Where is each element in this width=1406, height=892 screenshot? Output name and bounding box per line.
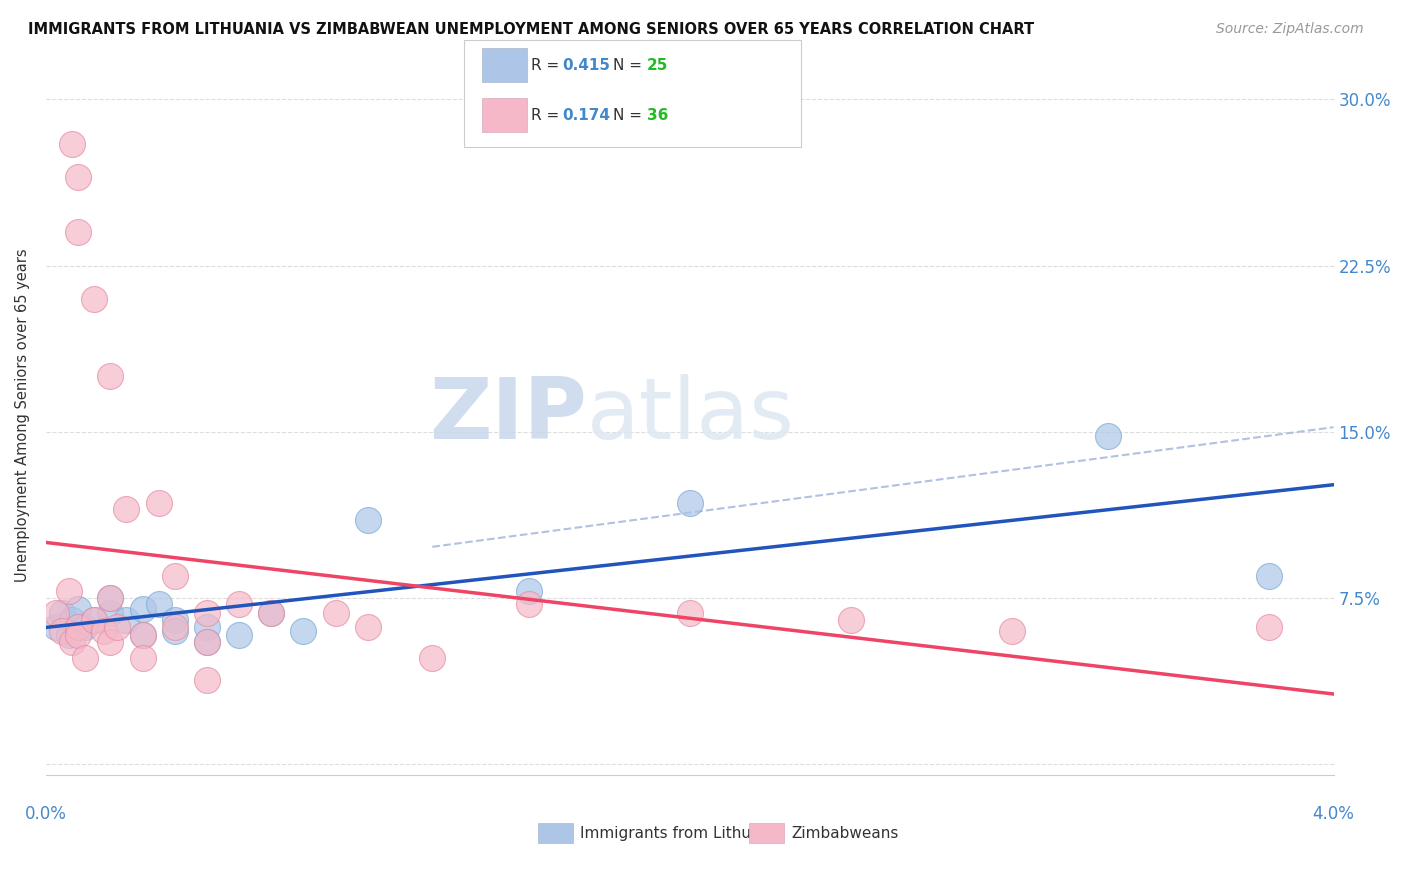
- Point: [163, 613, 186, 627]
- Text: 0.174: 0.174: [562, 108, 610, 122]
- Text: N =: N =: [613, 58, 647, 72]
- Text: Immigrants from Lithuania: Immigrants from Lithuania: [581, 826, 783, 840]
- Point: [98, 369, 121, 384]
- Point: [58, 628, 80, 642]
- Text: 4.0%: 4.0%: [1313, 805, 1354, 823]
- Point: [195, 606, 218, 620]
- Point: [98, 635, 121, 649]
- Point: [58, 584, 80, 599]
- Point: [195, 673, 218, 687]
- Point: [163, 568, 186, 582]
- Point: [83, 292, 105, 306]
- Point: [228, 628, 250, 642]
- Text: 0.415: 0.415: [562, 58, 610, 72]
- Point: [98, 591, 121, 605]
- Point: [73, 619, 96, 633]
- Point: [67, 225, 90, 239]
- Point: [195, 635, 218, 649]
- Text: 0.0%: 0.0%: [25, 805, 67, 823]
- Point: [51, 606, 73, 620]
- Point: [131, 650, 153, 665]
- Point: [163, 619, 186, 633]
- Point: [163, 624, 186, 638]
- Point: [131, 628, 153, 642]
- Point: [839, 613, 862, 627]
- Text: IMMIGRANTS FROM LITHUANIA VS ZIMBABWEAN UNEMPLOYMENT AMONG SENIORS OVER 65 YEARS: IMMIGRANTS FROM LITHUANIA VS ZIMBABWEAN …: [28, 22, 1035, 37]
- Text: Source: ZipAtlas.com: Source: ZipAtlas.com: [1216, 22, 1364, 37]
- Text: N =: N =: [613, 108, 647, 122]
- Text: 25: 25: [647, 58, 668, 72]
- Point: [1258, 568, 1281, 582]
- Point: [60, 613, 83, 627]
- Point: [292, 624, 315, 638]
- Point: [83, 613, 105, 627]
- Point: [325, 606, 347, 620]
- Point: [357, 619, 380, 633]
- Text: ZIP: ZIP: [429, 374, 586, 457]
- Point: [73, 650, 96, 665]
- Point: [131, 628, 153, 642]
- Point: [195, 635, 218, 649]
- Point: [1001, 624, 1024, 638]
- Point: [131, 602, 153, 616]
- Point: [45, 606, 67, 620]
- Point: [228, 598, 250, 612]
- Point: [195, 619, 218, 633]
- Point: [98, 591, 121, 605]
- Point: [67, 628, 90, 642]
- Point: [83, 613, 105, 627]
- Text: R =: R =: [531, 58, 565, 72]
- Point: [148, 495, 170, 509]
- Point: [679, 495, 702, 509]
- Point: [260, 606, 283, 620]
- Point: [517, 584, 540, 599]
- Y-axis label: Unemployment Among Seniors over 65 years: Unemployment Among Seniors over 65 years: [15, 248, 30, 582]
- Point: [67, 169, 90, 184]
- Point: [67, 602, 90, 616]
- Point: [357, 513, 380, 527]
- Point: [98, 606, 121, 620]
- Text: Zimbabweans: Zimbabweans: [790, 826, 898, 840]
- Text: 36: 36: [647, 108, 668, 122]
- Point: [51, 624, 73, 638]
- Point: [260, 606, 283, 620]
- Point: [60, 136, 83, 151]
- Point: [115, 502, 138, 516]
- Text: R =: R =: [531, 108, 565, 122]
- Text: atlas: atlas: [586, 374, 794, 457]
- Point: [420, 650, 443, 665]
- Point: [45, 619, 67, 633]
- Point: [148, 598, 170, 612]
- Point: [1258, 619, 1281, 633]
- Point: [517, 598, 540, 612]
- Point: [93, 624, 115, 638]
- Point: [1097, 429, 1119, 443]
- Point: [115, 613, 138, 627]
- Point: [60, 635, 83, 649]
- Point: [105, 619, 128, 633]
- Point: [679, 606, 702, 620]
- Point: [67, 619, 90, 633]
